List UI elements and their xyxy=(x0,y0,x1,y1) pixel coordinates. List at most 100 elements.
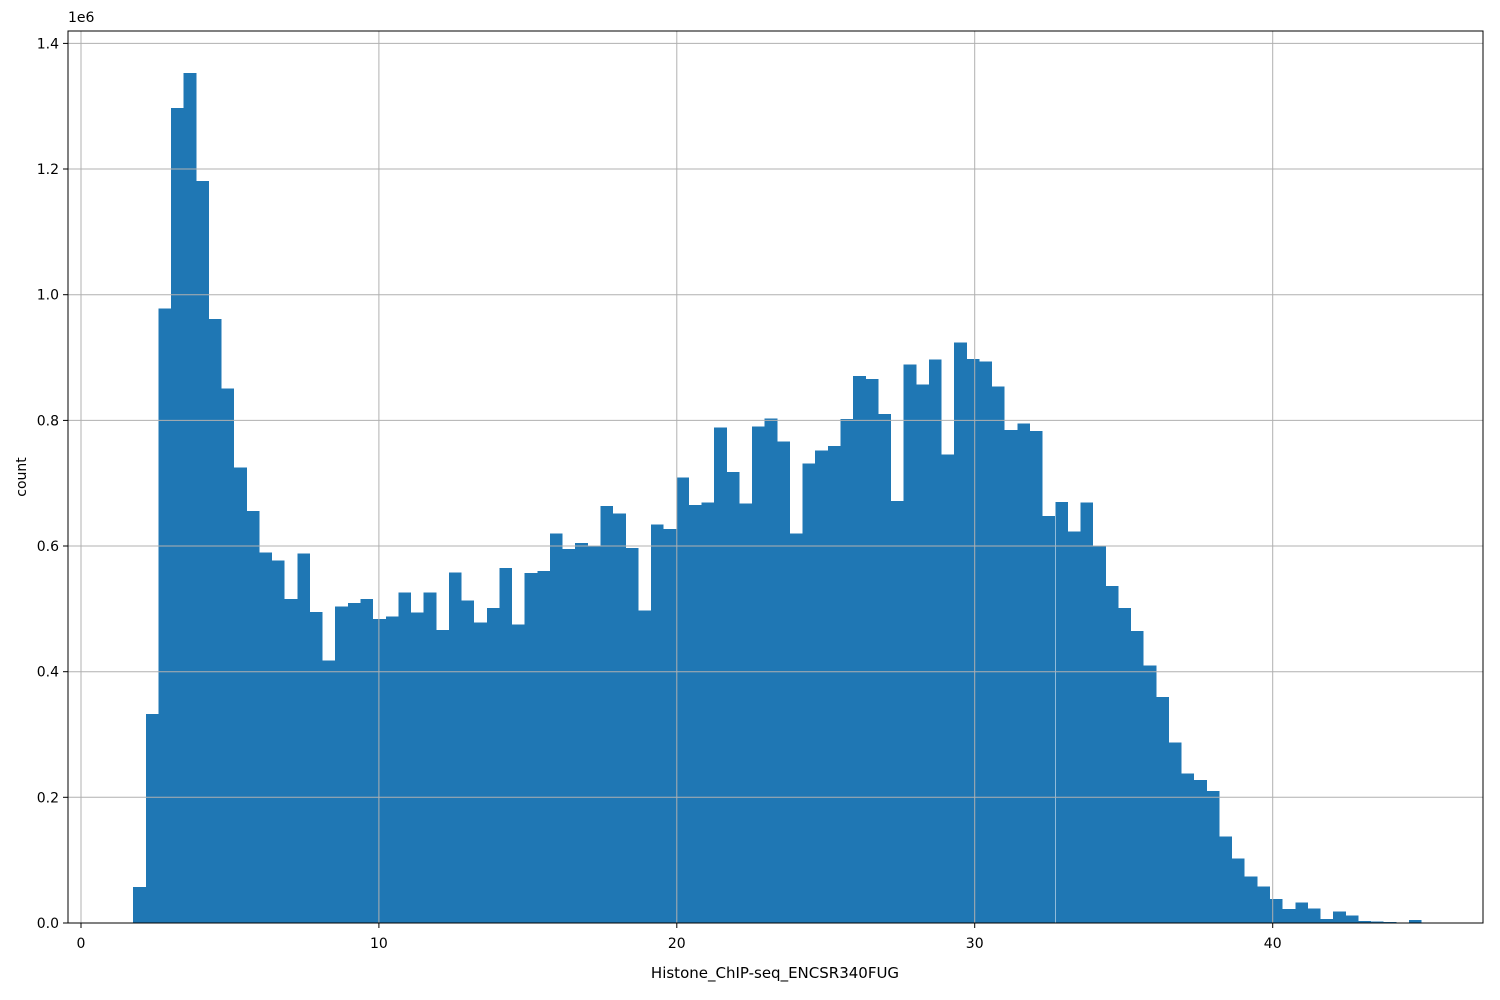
histogram-bar xyxy=(1371,921,1384,923)
histogram-bar xyxy=(891,500,904,923)
grid-layer xyxy=(68,31,1483,924)
histogram-bar xyxy=(171,108,184,924)
x-tick-label: 10 xyxy=(370,936,388,952)
histogram-bar xyxy=(1358,921,1372,923)
y-axis-offset-label: 1e6 xyxy=(68,10,95,26)
histogram-bar xyxy=(297,553,310,923)
histogram-bar xyxy=(764,418,778,923)
histogram-bar xyxy=(941,454,955,923)
histogram-bar xyxy=(688,505,702,923)
histogram-bar xyxy=(1017,423,1030,923)
histogram-bar xyxy=(1320,919,1334,923)
histogram-bar xyxy=(448,572,462,923)
histogram-bar xyxy=(714,427,727,923)
ticks-layer xyxy=(63,42,1274,928)
histogram-bar xyxy=(777,441,790,923)
histogram-bar xyxy=(613,513,626,923)
histogram-bar xyxy=(537,571,550,923)
histogram-bar xyxy=(916,384,929,923)
histogram-bar xyxy=(1345,915,1359,923)
histogram-bar xyxy=(411,612,424,923)
histogram-bar xyxy=(878,414,892,923)
histogram-bar xyxy=(1257,886,1270,923)
histogram-bar xyxy=(1131,630,1144,923)
x-tick-label: 0 xyxy=(77,936,86,952)
plot-frame xyxy=(67,30,1484,924)
histogram-bar xyxy=(865,378,879,923)
histogram-bar xyxy=(322,660,336,923)
histogram-bar xyxy=(1269,899,1283,923)
histogram-bar xyxy=(360,598,374,923)
histogram-bar xyxy=(651,524,664,923)
histogram-bar xyxy=(1295,902,1308,923)
x-tick-label: 30 xyxy=(966,936,984,952)
x-tick-label: 40 xyxy=(1264,936,1282,952)
plot-border xyxy=(67,30,1484,924)
histogram-bar xyxy=(133,887,146,923)
histogram-bar xyxy=(309,611,323,923)
histogram-bar xyxy=(385,616,399,923)
histogram-bar xyxy=(1282,909,1296,923)
histogram-bar xyxy=(461,600,475,923)
y-tick-label: 0.0 xyxy=(37,916,59,932)
histogram-bar xyxy=(145,713,159,923)
y-tick-label: 0.2 xyxy=(37,790,59,806)
histogram-bar xyxy=(575,542,588,923)
histogram-bar xyxy=(726,471,740,923)
histogram-bar xyxy=(347,603,361,923)
histogram-bar xyxy=(1093,545,1106,923)
y-tick-label: 1.4 xyxy=(37,36,59,52)
histogram-bar xyxy=(549,533,563,923)
histogram-bar xyxy=(1118,608,1132,923)
histogram-bar xyxy=(246,510,260,923)
histogram-bar xyxy=(992,386,1005,923)
histogram-bar xyxy=(815,450,828,923)
histogram-bar xyxy=(1181,773,1195,923)
histogram-bar xyxy=(474,622,487,923)
histogram-bar xyxy=(1194,779,1207,923)
histogram-bar xyxy=(827,446,841,923)
histogram-bar xyxy=(183,72,197,923)
histogram-bar xyxy=(512,624,525,923)
histogram-bar xyxy=(486,608,500,923)
histogram-bar xyxy=(663,529,677,923)
histogram-bar xyxy=(1307,908,1321,923)
histogram-bar xyxy=(1067,531,1081,923)
histogram-bar xyxy=(499,568,513,923)
histogram-bar xyxy=(1333,911,1346,923)
histogram-bar xyxy=(625,547,639,923)
histogram-bar xyxy=(221,388,235,923)
tick-labels-layer: 0 10 20 30 40 0.0 0.2 0.4 0.6 0.8 1.0 1.2 1.4 xyxy=(37,36,1282,952)
histogram-bar xyxy=(928,359,942,923)
histogram-bar xyxy=(587,546,601,923)
histogram-bar xyxy=(423,592,437,923)
histogram-bar xyxy=(701,502,715,923)
histogram-bar xyxy=(158,308,172,923)
histogram-bar xyxy=(196,180,209,924)
histogram-bar xyxy=(1244,876,1258,923)
histogram-bar xyxy=(234,467,247,923)
histogram-bar xyxy=(1219,836,1233,923)
histogram-bar xyxy=(1080,502,1094,923)
histogram-bar xyxy=(1055,502,1068,923)
histogram-bar xyxy=(1143,665,1157,923)
y-tick-label: 1.2 xyxy=(37,162,59,178)
histogram-bar xyxy=(1168,742,1182,923)
histogram-bar xyxy=(802,463,816,923)
histogram-bar xyxy=(739,503,753,923)
x-tick-label: 20 xyxy=(668,936,686,952)
histogram-bar xyxy=(1105,586,1119,923)
histogram-bar xyxy=(398,592,412,923)
histogram-bar xyxy=(1206,791,1220,923)
histogram-bar xyxy=(1408,919,1422,923)
histogram-bar xyxy=(284,598,298,923)
histogram-bar xyxy=(676,477,689,923)
histogram-bar xyxy=(853,375,866,923)
y-tick-label: 1.0 xyxy=(37,288,59,304)
bars-layer xyxy=(133,72,1422,924)
histogram-bar xyxy=(1029,431,1043,923)
x-axis-label: Histone_ChIP-seq_ENCSR340FUG xyxy=(651,964,899,983)
histogram-bar xyxy=(1232,858,1245,923)
